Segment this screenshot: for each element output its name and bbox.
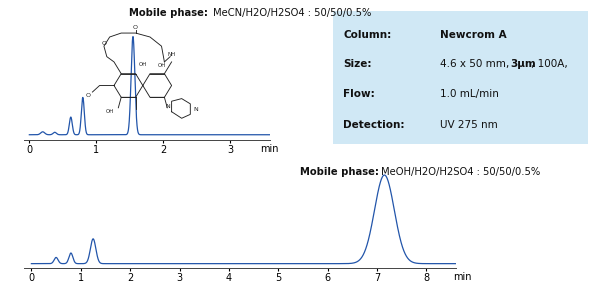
Text: N: N [194,107,199,112]
Text: , 100A,: , 100A, [530,59,568,70]
Text: OH: OH [157,63,166,68]
Text: 3μm: 3μm [510,59,536,70]
Text: OH: OH [139,62,147,67]
Text: 1.0 mL/min: 1.0 mL/min [440,89,499,99]
Text: Flow:: Flow: [343,89,375,99]
Text: Column:: Column: [343,30,391,40]
Text: OH: OH [106,109,114,114]
Text: Size:: Size: [343,59,372,70]
Text: Mobile phase:: Mobile phase: [129,8,208,18]
Text: 4.6 x 50 mm,: 4.6 x 50 mm, [440,59,512,70]
Text: min: min [260,144,278,154]
Text: Newcrom A: Newcrom A [440,30,507,40]
Text: NH: NH [167,52,176,56]
Text: Detection:: Detection: [343,120,405,130]
Text: MeOH/H2O/H2SO4 : 50/50/0.5%: MeOH/H2O/H2SO4 : 50/50/0.5% [381,167,540,177]
Text: O: O [86,93,91,99]
Text: UV 275 nm: UV 275 nm [440,120,498,130]
Text: Mobile phase:: Mobile phase: [300,167,379,177]
Text: min: min [454,272,472,282]
Text: N: N [165,104,170,109]
Text: O: O [101,41,106,46]
Text: MeCN/H2O/H2SO4 : 50/50/0.5%: MeCN/H2O/H2SO4 : 50/50/0.5% [213,8,371,18]
Text: O: O [133,25,138,30]
